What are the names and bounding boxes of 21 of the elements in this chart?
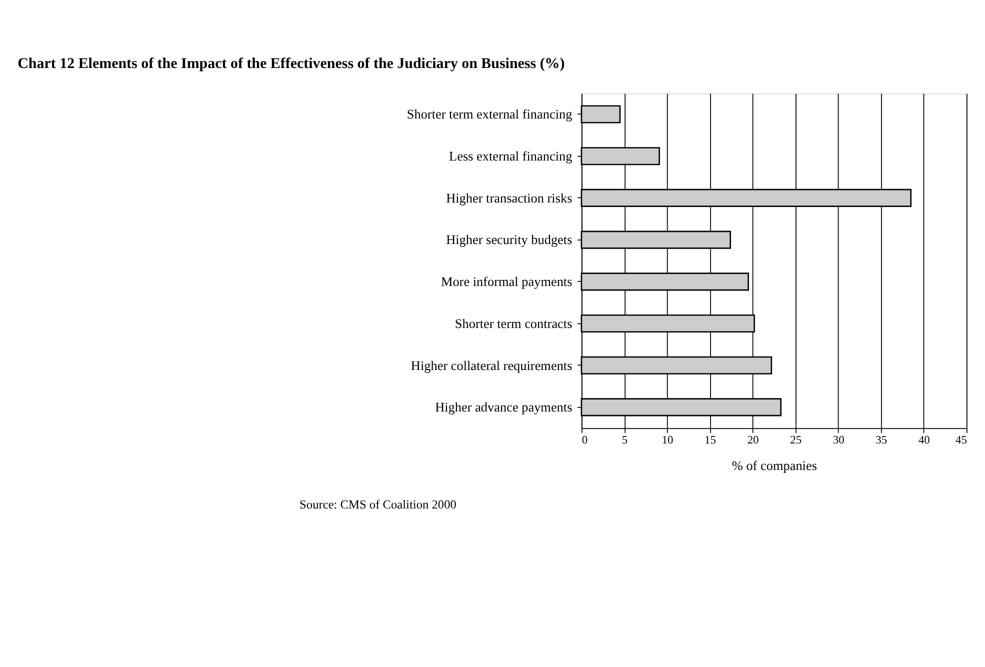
text: Chart 12 Elements of the Impact of the Effectiveness of the Judiciary on Business (%) [18, 56, 565, 72]
y-tick-label: Higher collateral requirements [410, 358, 572, 373]
y-tick-label: Higher security budgets [446, 232, 572, 248]
x-tick-label: 20 [747, 434, 760, 447]
y-tick-label: Shorter term external financing [406, 106, 573, 122]
x-tick-label: 25 [790, 434, 802, 447]
y-tick-label: More informal payments [440, 274, 572, 290]
source-note: Source: CMS of Coalition 2000 [300, 497, 456, 512]
x-tick-label: 5 [622, 434, 628, 447]
x-tick-label: 10 [662, 434, 674, 447]
y-tick-label: Less external financing [449, 148, 573, 164]
x-tick-label: 0 [582, 434, 588, 447]
x-tick-label: 35 [876, 434, 888, 447]
x-tick-label: 45 [956, 434, 968, 447]
x-tick-label: 15 [704, 434, 716, 447]
y-tick-label: Higher advance payments [435, 400, 572, 415]
y-tick-label: Shorter term contracts [454, 316, 572, 331]
x-tick-label: 40 [918, 434, 930, 447]
x-axis-title: % of companies [732, 458, 817, 473]
x-tick-label: 30 [832, 434, 845, 447]
y-tick-label: Higher transaction risks [446, 190, 572, 206]
